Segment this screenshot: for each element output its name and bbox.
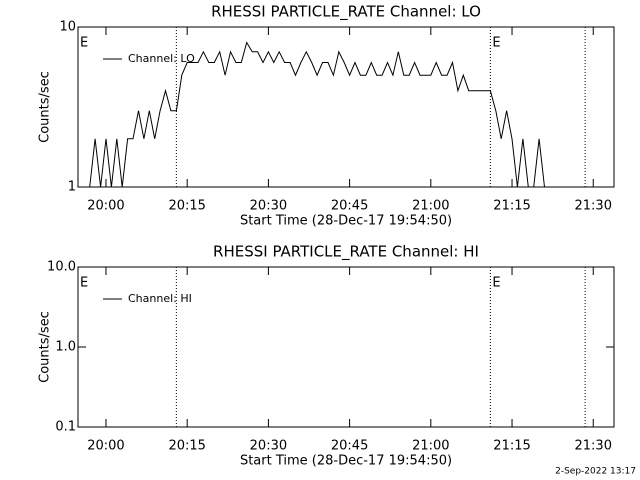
data-line	[89, 41, 545, 188]
legend-label: Channel: LO	[128, 52, 195, 65]
annotation: E	[80, 36, 88, 51]
x-tick-label: 20:15	[168, 439, 205, 454]
x-tick-label: 20:45	[331, 199, 368, 214]
x-tick-label: 20:00	[87, 439, 124, 454]
plot-frame	[77, 26, 615, 188]
x-tick-label: 20:30	[250, 439, 287, 454]
y-tick-label: 1	[68, 180, 76, 195]
x-tick-label: 20:45	[331, 439, 368, 454]
x-tick-label: 21:00	[412, 439, 449, 454]
x-tick-label: 21:15	[493, 199, 530, 214]
x-tick-label: 21:15	[493, 439, 530, 454]
footer: 2-Sep-2022 13:17	[555, 467, 636, 477]
y-axis-label: Counts/sec	[38, 71, 53, 143]
x-tick-label: 21:30	[575, 199, 612, 214]
legend-label: Channel: HI	[128, 292, 192, 305]
y-tick-label: 1.0	[55, 340, 76, 355]
y-tick-label: 10	[59, 20, 76, 35]
y-tick-label: 0.1	[55, 420, 76, 435]
y-tick-label: 10.0	[47, 260, 76, 275]
x-tick-label: 20:30	[250, 199, 287, 214]
annotation: E	[80, 276, 88, 291]
annotation: E	[492, 276, 500, 291]
x-axis-label: Start Time (28-Dec-17 19:54:50)	[240, 214, 452, 229]
plot-frame	[77, 266, 615, 428]
chart-title: RHESSI PARTICLE_RATE Channel: HI	[213, 243, 479, 262]
x-tick-label: 20:00	[87, 199, 124, 214]
x-tick-label: 20:15	[168, 199, 205, 214]
chart-title: RHESSI PARTICLE_RATE Channel: LO	[211, 3, 481, 22]
annotation: E	[492, 36, 500, 51]
x-tick-label: 21:30	[575, 439, 612, 454]
y-axis-label: Counts/sec	[38, 311, 53, 383]
x-tick-label: 21:00	[412, 199, 449, 214]
x-axis-label: Start Time (28-Dec-17 19:54:50)	[240, 454, 452, 469]
